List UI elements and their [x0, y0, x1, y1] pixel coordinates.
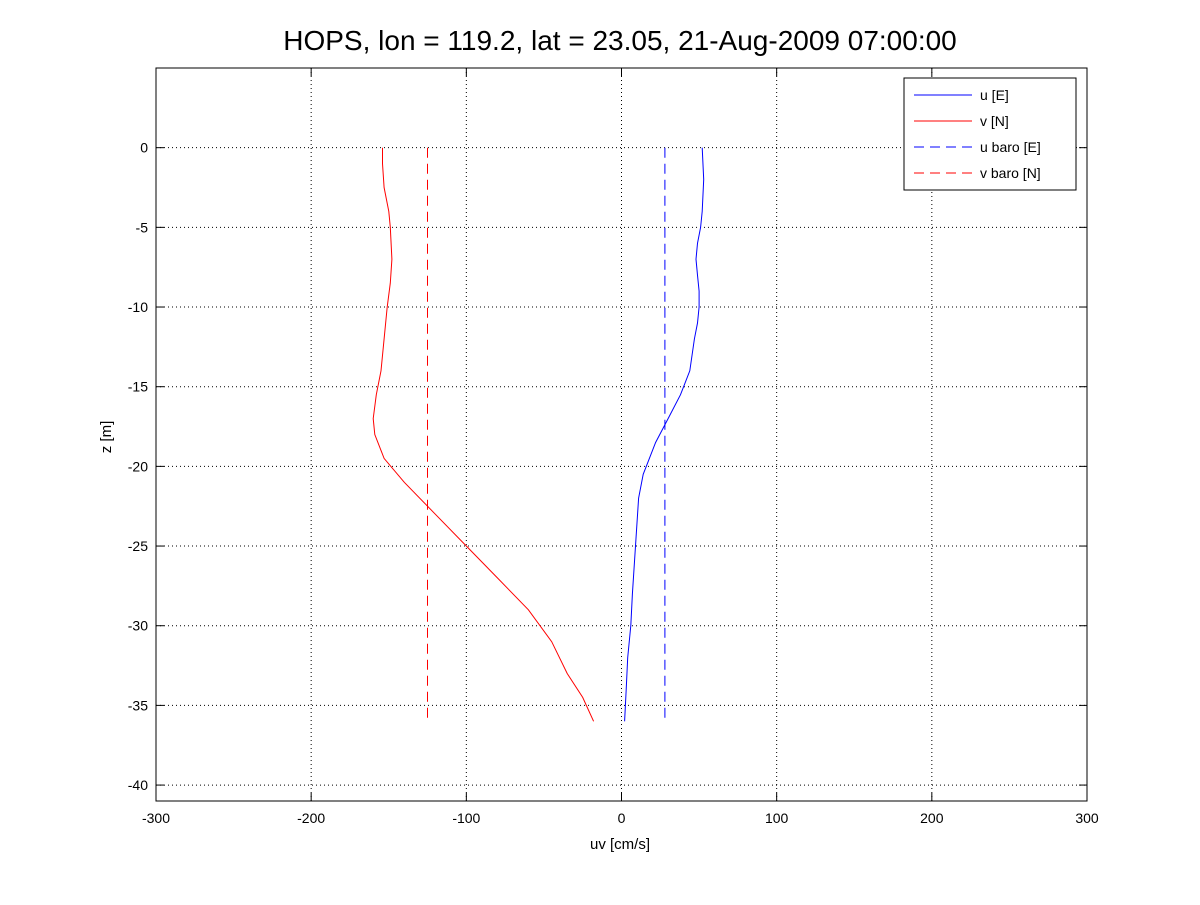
y-tick-label: -10: [128, 299, 148, 315]
y-tick-label: 0: [140, 140, 148, 156]
y-tick-label: -40: [128, 777, 148, 793]
legend-label-3: v baro [N]: [980, 165, 1041, 181]
y-tick-label: -15: [128, 379, 148, 395]
x-tick-label: 200: [920, 810, 944, 826]
x-tick-label: 300: [1075, 810, 1099, 826]
y-tick-label: -30: [128, 618, 148, 634]
legend-label-1: v [N]: [980, 113, 1009, 129]
series-line-1: [372, 147, 595, 722]
y-tick-label: -5: [136, 219, 149, 235]
y-tick-label: -25: [128, 538, 148, 554]
x-tick-label: 100: [765, 810, 789, 826]
plot-area: -300 -200 -100 0 100 200 300 0 -5 -10 -15 -20 -25 -30…: [128, 67, 1099, 826]
series-line-0: [624, 147, 705, 722]
y-axis-label: z [m]: [98, 421, 115, 454]
y-tick-label: -35: [128, 697, 148, 713]
x-axis-label: uv [cm/s]: [590, 836, 650, 853]
legend-label-2: u baro [E]: [980, 139, 1041, 155]
x-tick-label: 0: [618, 810, 626, 826]
x-tick-label: -300: [142, 810, 170, 826]
chart-title: HOPS, lon = 119.2, lat = 23.05, 21-Aug-2…: [283, 25, 957, 56]
legend-box: [903, 77, 1077, 191]
y-tick-label: -20: [128, 458, 148, 474]
x-tick-label: -200: [297, 810, 325, 826]
legend-label-0: u [E]: [980, 87, 1009, 103]
x-tick-label: -100: [452, 810, 480, 826]
